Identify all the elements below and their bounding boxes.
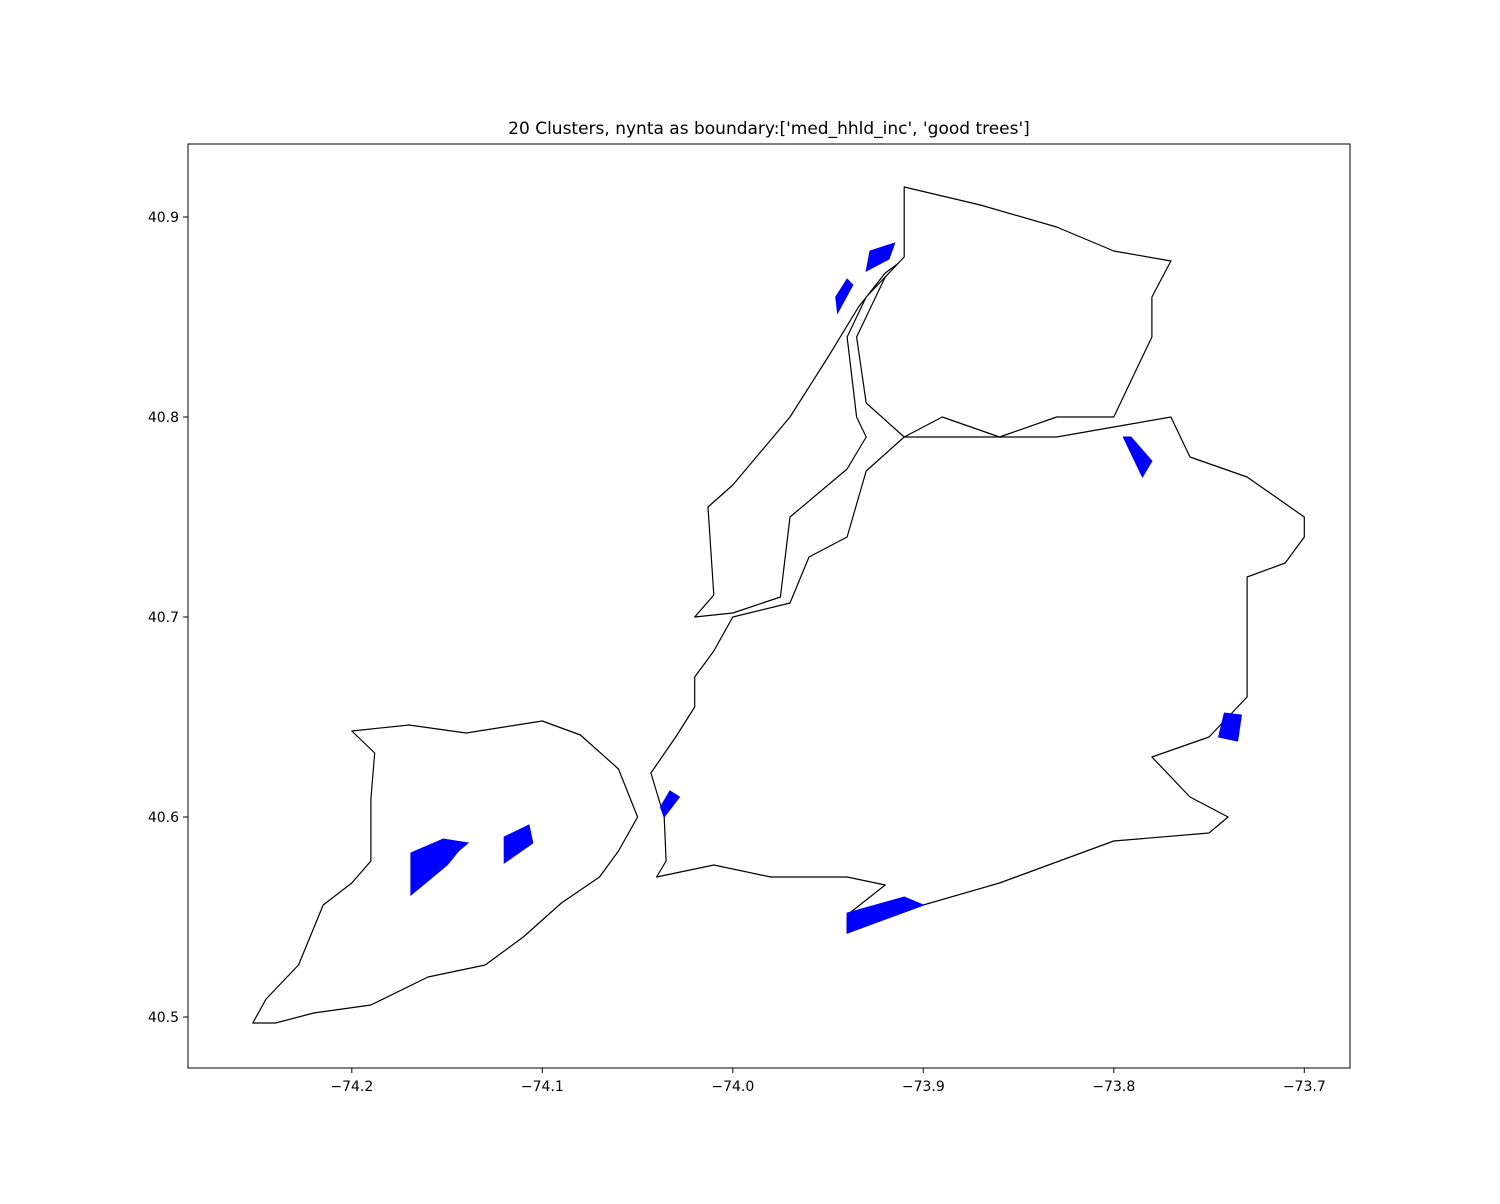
- x-tick-label: −73.7: [1283, 1079, 1326, 1095]
- y-tick-label: 40.6: [148, 810, 179, 826]
- x-axis: −74.2 −74.1 −74.0 −73.9 −73.8 −73.7: [330, 1068, 1326, 1095]
- boroughs-layer: [252, 186, 1305, 1024]
- cluster-region: [503, 824, 534, 864]
- y-tick-label: 40.8: [148, 410, 179, 426]
- x-tick-label: −73.9: [902, 1079, 945, 1095]
- x-tick-label: −74.1: [521, 1079, 564, 1095]
- borough-outline: [856, 186, 1172, 438]
- x-tick-label: −74.0: [711, 1079, 754, 1095]
- cluster-region: [835, 278, 854, 315]
- y-tick-label: 40.7: [148, 610, 179, 626]
- x-tick-label: −73.8: [1092, 1079, 1135, 1095]
- y-axis: 40.5 40.6 40.7 40.8 40.9: [148, 210, 188, 1026]
- highlight-layer: [410, 242, 1242, 934]
- x-tick-label: −74.2: [330, 1079, 373, 1095]
- plot-title: 20 Clusters, nynta as boundary:['med_hhl…: [508, 119, 1030, 139]
- borough-outline: [252, 720, 639, 1024]
- cluster-region: [410, 838, 470, 897]
- cluster-region: [1122, 436, 1153, 479]
- cluster-region: [659, 790, 681, 819]
- cluster-region: [865, 242, 896, 272]
- cluster-region: [1217, 712, 1242, 742]
- cluster-region: [846, 896, 925, 934]
- axes-frame: [187, 143, 1351, 1069]
- y-tick-label: 40.9: [148, 210, 179, 226]
- y-tick-label: 40.5: [148, 1010, 179, 1026]
